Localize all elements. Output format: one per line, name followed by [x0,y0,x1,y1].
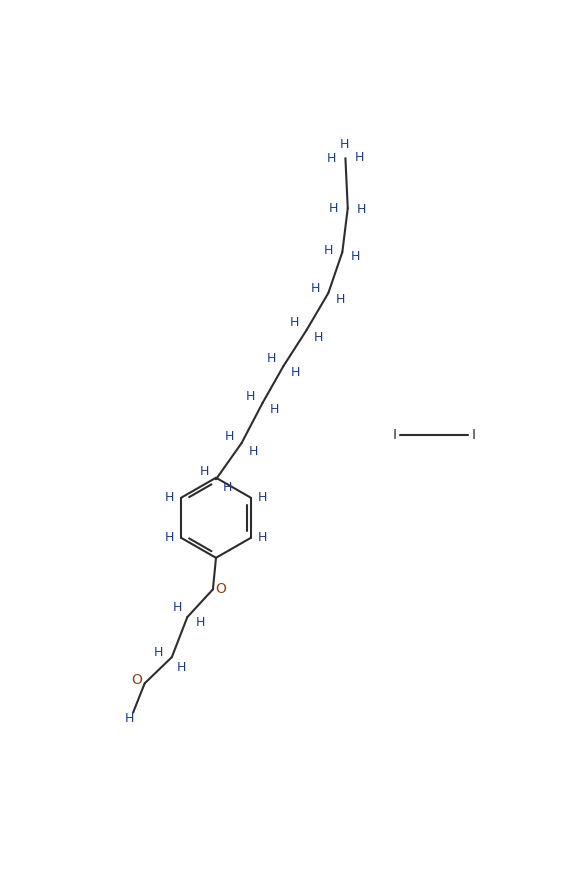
Text: H: H [354,151,364,164]
Text: H: H [224,430,234,443]
Text: H: H [329,202,339,216]
Text: H: H [223,481,232,494]
Text: H: H [270,403,279,416]
Text: H: H [267,352,277,365]
Text: O: O [215,582,226,596]
Text: H: H [124,713,134,726]
Text: O: O [131,673,142,687]
Text: H: H [165,531,174,544]
Text: H: H [246,389,255,402]
Text: H: H [357,203,366,216]
Text: H: H [336,294,345,307]
Text: H: H [258,491,267,504]
Text: H: H [200,465,209,478]
Text: H: H [340,138,349,151]
Text: H: H [291,367,300,380]
Text: H: H [165,491,174,504]
Text: I: I [392,428,396,442]
Text: H: H [351,250,360,263]
Text: H: H [248,445,258,458]
Text: H: H [327,152,336,165]
Text: H: H [258,531,267,544]
Text: H: H [177,660,187,673]
Text: H: H [290,316,299,329]
Text: H: H [314,331,323,344]
Text: H: H [173,601,182,614]
Text: H: H [310,282,320,295]
Text: I: I [471,428,475,442]
Text: H: H [196,615,205,628]
Text: H: H [324,244,333,257]
Text: H: H [154,646,163,659]
